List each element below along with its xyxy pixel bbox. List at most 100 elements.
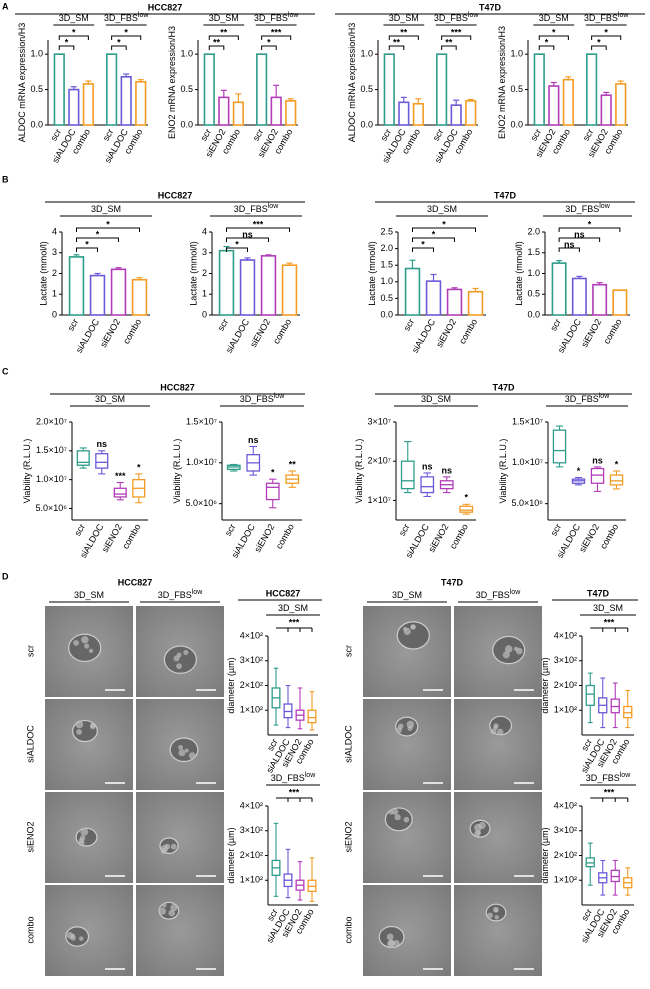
- significance-label: *: [442, 219, 446, 229]
- chart-title-main: 3D_SM: [95, 394, 125, 404]
- micrograph: [136, 792, 224, 883]
- y-axis-label: ALDOC mRNA expression/H3: [17, 23, 27, 143]
- cell: [406, 720, 415, 729]
- group-label: 3D_SM: [539, 13, 569, 23]
- cell: [391, 808, 399, 815]
- chart-title-sup: low: [305, 772, 316, 779]
- y-tick-label: 2×10²: [554, 850, 577, 860]
- x-tick-label: combo: [274, 522, 296, 550]
- bar: [203, 53, 215, 126]
- significance-bracket: [261, 45, 277, 50]
- bar: [398, 101, 410, 126]
- significance-label: **: [220, 27, 228, 37]
- significance-label: ns: [441, 465, 452, 475]
- y-tick-label: 0.5: [510, 84, 523, 94]
- y-axis-label: Viability (R.L.U.): [172, 439, 182, 504]
- significance-bracket: [58, 45, 75, 50]
- panel-letter: A: [2, 1, 9, 11]
- cell: [487, 912, 493, 919]
- y-tick-label: 1.5: [380, 260, 393, 270]
- significance-label: *: [124, 27, 128, 37]
- cell: [494, 915, 499, 920]
- y-axis-label: Viability (R.L.U.): [498, 439, 508, 504]
- group-label-main: 3D_SM: [59, 13, 89, 23]
- significance-bracket: [538, 35, 569, 40]
- box: [265, 482, 280, 501]
- y-tick-label: 0.0: [380, 309, 393, 319]
- panel-letter: B: [2, 174, 9, 184]
- micrograph: [136, 885, 224, 976]
- y-axis-label: ALDOC mRNA expression/H3: [347, 23, 357, 143]
- significance-bracket: [276, 797, 313, 802]
- y-tick-label: 2×10⁷: [367, 456, 391, 466]
- box: [76, 450, 90, 466]
- group-label-sup: low: [288, 12, 299, 19]
- significance-label: *: [106, 219, 110, 229]
- chart-title-main: 3D_SM: [91, 204, 121, 214]
- significance-bracket: [388, 35, 419, 40]
- micrograph: [45, 885, 133, 976]
- y-tick-label: 3×10²: [240, 825, 263, 835]
- y-axis-label: Lactate (mmol/l): [38, 241, 48, 306]
- cell: [176, 663, 182, 670]
- x-tick-label: siENO2: [579, 317, 603, 349]
- significance-label: ns: [96, 439, 107, 449]
- cell: [394, 814, 401, 821]
- significance-label: *: [85, 239, 89, 249]
- cell: [396, 727, 403, 733]
- bar: [131, 278, 148, 316]
- significance-label: ***: [604, 787, 615, 797]
- chart-title-sup: low: [274, 393, 285, 400]
- chart-header: T47D: [587, 588, 610, 598]
- cell: [66, 931, 74, 939]
- x-tick-label: scr: [397, 522, 412, 537]
- micrograph: [363, 606, 451, 697]
- significance-label: ns: [242, 229, 253, 239]
- box: [609, 474, 624, 486]
- cell: [496, 728, 504, 736]
- y-tick-label: 4×10²: [240, 630, 263, 640]
- bar: [239, 259, 256, 316]
- significance-label: **: [400, 27, 408, 37]
- y-axis-label: Lactate (mmol/l): [514, 241, 524, 306]
- spheroid: [163, 645, 198, 674]
- cell: [387, 940, 395, 948]
- bar: [586, 53, 598, 126]
- significance-label: *: [96, 229, 100, 239]
- cell: [178, 744, 184, 750]
- chart-title-main: 3D_SM: [421, 394, 451, 404]
- significance-bracket: [388, 45, 405, 50]
- significance-bracket: [76, 237, 119, 242]
- significance-bracket: [76, 247, 98, 252]
- chart-title: 3D_FBSlow: [565, 203, 610, 215]
- group-label: 3D_FBSlow: [104, 12, 149, 24]
- y-tick-label: 1.0: [510, 49, 523, 59]
- box: [113, 487, 127, 498]
- chart-title-main: 3D_FBS: [565, 394, 599, 404]
- y-tick-label: 1.5×10⁷: [512, 416, 543, 426]
- box: [420, 476, 435, 494]
- significance-bracket: [58, 35, 89, 40]
- cell: [84, 643, 90, 649]
- y-tick-label: 1.5: [527, 247, 540, 257]
- y-tick-label: 2.0×10⁷: [36, 416, 67, 426]
- y-tick-label: 5.0×10⁶: [36, 503, 68, 513]
- y-axis-label: ENO2 mRNA expression/H3: [167, 26, 177, 139]
- significance-label: *: [267, 37, 271, 47]
- x-tick-label: scr: [548, 317, 563, 332]
- y-tick-label: 4×10²: [554, 800, 577, 810]
- y-tick-label: 1: [52, 289, 57, 299]
- chart-title-main: 3D_FBS: [565, 204, 599, 214]
- bar: [404, 267, 421, 316]
- significance-label: ***: [451, 27, 462, 37]
- significance-label: *: [577, 466, 581, 476]
- y-tick-label: 1×10²: [240, 705, 263, 715]
- significance-label: **: [289, 459, 297, 469]
- box: [459, 505, 474, 513]
- micrograph-column-label: 3D_SM: [392, 590, 422, 600]
- cell-line-header: HCC827: [148, 2, 183, 12]
- y-tick-label: 1.5×10⁷: [186, 416, 217, 426]
- micrograph: [454, 699, 542, 790]
- x-tick-label: combo: [271, 317, 293, 345]
